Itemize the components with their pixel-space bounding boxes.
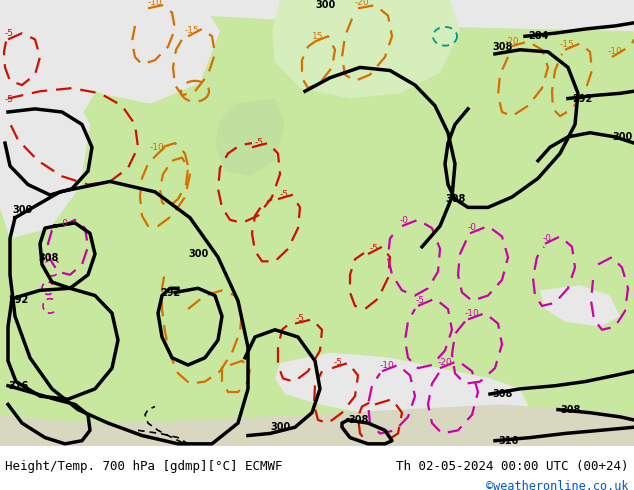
Text: -0: -0 (468, 223, 477, 232)
Polygon shape (0, 0, 180, 73)
Polygon shape (0, 0, 80, 155)
Text: -0: -0 (543, 234, 552, 243)
Text: 308: 308 (492, 42, 512, 52)
Polygon shape (0, 0, 220, 104)
Text: -5: -5 (5, 29, 14, 38)
Text: 292: 292 (8, 295, 29, 305)
Polygon shape (0, 83, 90, 239)
Text: 15: 15 (312, 32, 323, 42)
Text: -15: -15 (185, 26, 200, 35)
Text: -5: -5 (416, 296, 425, 305)
Polygon shape (0, 0, 634, 446)
Text: -10: -10 (150, 144, 165, 152)
Text: 284: 284 (528, 31, 548, 42)
Text: Height/Temp. 700 hPa [gdmp][°C] ECMWF: Height/Temp. 700 hPa [gdmp][°C] ECMWF (5, 460, 283, 473)
Text: 308: 308 (560, 405, 580, 415)
Text: -10: -10 (465, 309, 480, 318)
Text: -0: -0 (400, 216, 409, 225)
Polygon shape (0, 0, 634, 31)
Text: -5: -5 (370, 244, 379, 253)
Text: -10: -10 (608, 47, 623, 56)
Polygon shape (0, 404, 634, 446)
Polygon shape (275, 353, 530, 430)
Text: 292: 292 (572, 94, 592, 103)
Text: 300: 300 (12, 205, 32, 215)
Text: -20: -20 (438, 358, 453, 367)
Polygon shape (272, 0, 460, 98)
Text: -10: -10 (380, 361, 395, 370)
Text: -15: -15 (560, 40, 575, 49)
Text: 308: 308 (348, 415, 368, 425)
Text: 316: 316 (8, 381, 29, 391)
Text: -0: -0 (60, 219, 69, 228)
Text: -5: -5 (255, 138, 264, 147)
Text: 308: 308 (445, 194, 465, 204)
Text: -5: -5 (296, 315, 305, 323)
Text: 292: 292 (160, 288, 180, 297)
Text: -5: -5 (280, 190, 289, 199)
Text: -5: -5 (334, 358, 343, 367)
Text: 300: 300 (270, 422, 290, 432)
Polygon shape (215, 98, 285, 176)
Polygon shape (0, 0, 100, 155)
Text: 308: 308 (38, 253, 58, 263)
Text: -20: -20 (355, 0, 370, 7)
Text: -20: -20 (505, 37, 520, 46)
Text: 300: 300 (315, 0, 335, 10)
Text: 316: 316 (498, 436, 518, 446)
Text: 300: 300 (188, 249, 208, 259)
Polygon shape (540, 285, 620, 327)
Text: 300: 300 (612, 132, 632, 142)
Text: Th 02-05-2024 00:00 UTC (00+24): Th 02-05-2024 00:00 UTC (00+24) (396, 460, 629, 473)
Text: ©weatheronline.co.uk: ©weatheronline.co.uk (486, 480, 629, 490)
Text: -10: -10 (148, 0, 163, 7)
Text: 308: 308 (492, 389, 512, 399)
Text: -5: -5 (5, 95, 14, 103)
